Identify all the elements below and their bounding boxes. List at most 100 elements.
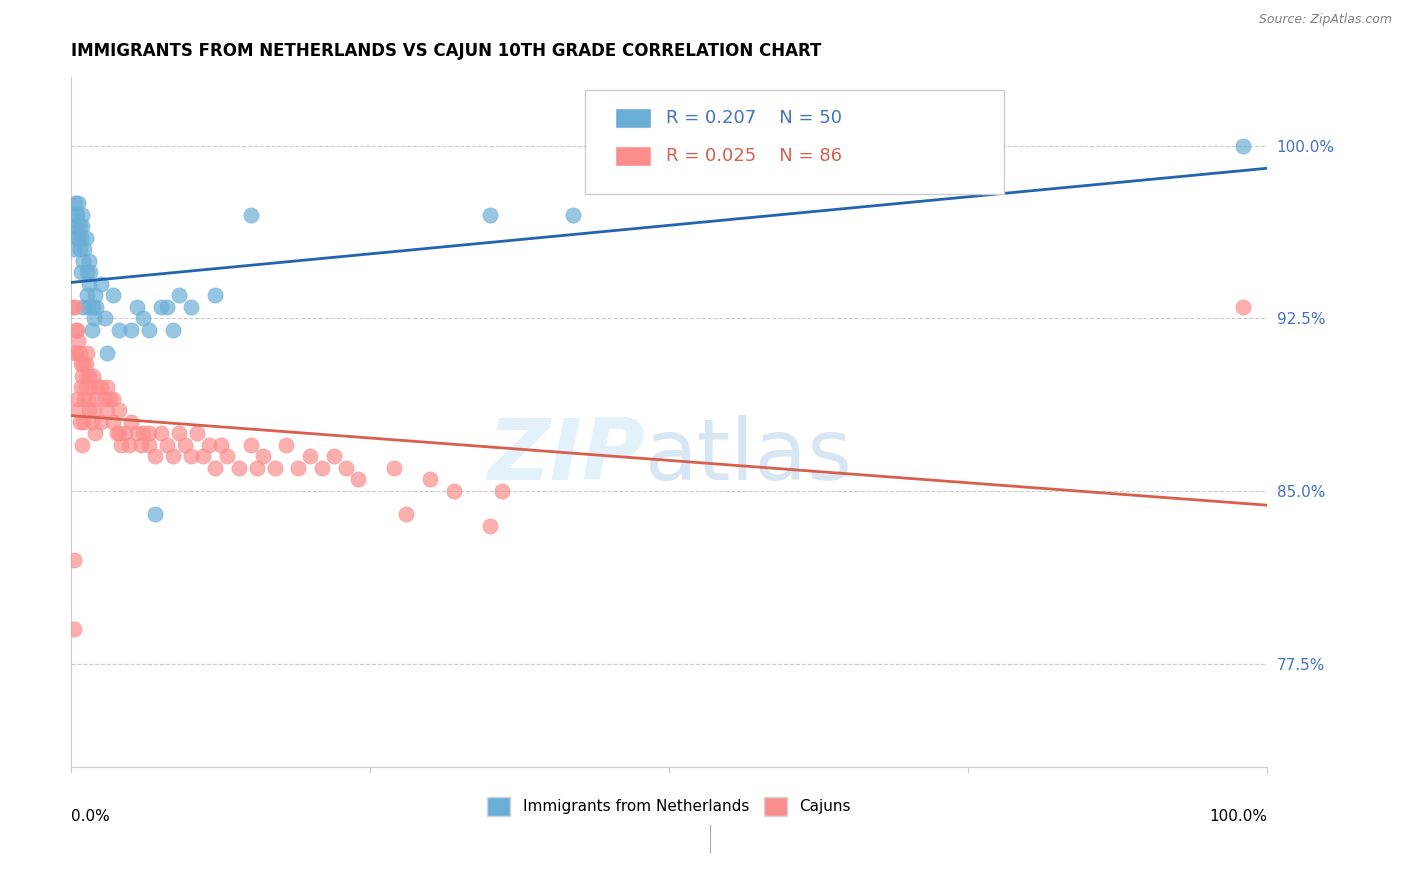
Point (186, 426, 208, 441)
Point (84, 288, 107, 302)
Point (73, 392, 96, 406)
Point (110, 438, 132, 452)
Point (72, 253, 94, 268)
Point (125, 426, 148, 441)
Point (239, 208, 262, 222)
Point (69, 265, 91, 279)
Point (63, 346, 86, 360)
Point (66, 323, 89, 337)
Point (156, 300, 179, 314)
Point (62, 553, 84, 567)
Point (215, 450, 238, 464)
Point (63, 300, 86, 314)
Point (335, 461, 357, 475)
Point (80, 415, 103, 429)
Point (86, 380, 108, 394)
Point (83, 403, 105, 417)
Point (143, 450, 166, 464)
Text: atlas: atlas (645, 415, 853, 498)
FancyBboxPatch shape (616, 108, 651, 128)
Point (478, 518, 501, 533)
Point (70, 219, 93, 234)
Point (76, 265, 98, 279)
Point (69, 415, 91, 429)
Point (395, 507, 418, 521)
Point (173, 438, 195, 452)
Point (138, 323, 160, 337)
Point (108, 426, 131, 441)
Point (239, 438, 262, 452)
Point (67, 196, 90, 211)
Point (162, 323, 184, 337)
Point (132, 426, 155, 441)
Point (67, 231, 90, 245)
Point (197, 438, 219, 452)
Point (478, 208, 501, 222)
Point (382, 461, 405, 475)
Point (419, 473, 441, 487)
Point (96, 380, 118, 394)
Text: R = 0.207    N = 50: R = 0.207 N = 50 (665, 109, 842, 127)
Legend: Immigrants from Netherlands, Cajuns: Immigrants from Netherlands, Cajuns (481, 791, 858, 822)
Point (108, 403, 131, 417)
Point (491, 483, 513, 498)
Point (69, 346, 91, 360)
Point (96, 403, 118, 417)
Point (70, 208, 93, 222)
Point (69, 380, 91, 394)
Point (79, 380, 101, 394)
Point (72, 300, 94, 314)
Point (162, 450, 184, 464)
Point (1232, 138, 1254, 153)
Point (167, 426, 190, 441)
Point (90, 415, 112, 429)
Point (287, 461, 309, 475)
Point (65, 346, 87, 360)
Point (67, 334, 90, 349)
Point (65, 231, 87, 245)
Point (311, 461, 333, 475)
Point (180, 300, 202, 314)
Text: ZIP: ZIP (488, 415, 645, 498)
Point (108, 323, 131, 337)
Point (90, 277, 112, 291)
Point (191, 450, 214, 464)
Point (125, 300, 148, 314)
Point (70, 368, 93, 383)
Point (228, 461, 250, 475)
Text: 100.0%: 100.0% (1209, 809, 1267, 823)
Point (149, 426, 172, 441)
Point (86, 392, 108, 406)
Point (83, 311, 105, 326)
Point (75, 231, 97, 245)
Text: 0.0%: 0.0% (72, 809, 110, 823)
Point (79, 265, 101, 279)
Point (65, 323, 87, 337)
Point (82, 368, 104, 383)
Point (63, 219, 86, 234)
Text: R = 0.025    N = 86: R = 0.025 N = 86 (665, 147, 842, 165)
Point (75, 380, 97, 394)
FancyBboxPatch shape (616, 145, 651, 167)
Point (138, 438, 160, 452)
Point (114, 426, 136, 441)
Point (143, 507, 166, 521)
Point (77, 300, 100, 314)
Point (77, 392, 100, 406)
Point (101, 288, 124, 302)
Point (84, 426, 107, 441)
Point (93, 392, 115, 406)
Point (77, 403, 100, 417)
Point (69, 242, 91, 256)
Point (101, 415, 124, 429)
Point (67, 403, 90, 417)
Point (62, 300, 84, 314)
Point (62, 622, 84, 636)
Point (180, 450, 202, 464)
Point (76, 346, 98, 360)
Point (80, 323, 103, 337)
Point (62, 242, 84, 256)
FancyBboxPatch shape (585, 90, 1004, 194)
Point (69, 231, 91, 245)
Point (117, 438, 139, 452)
